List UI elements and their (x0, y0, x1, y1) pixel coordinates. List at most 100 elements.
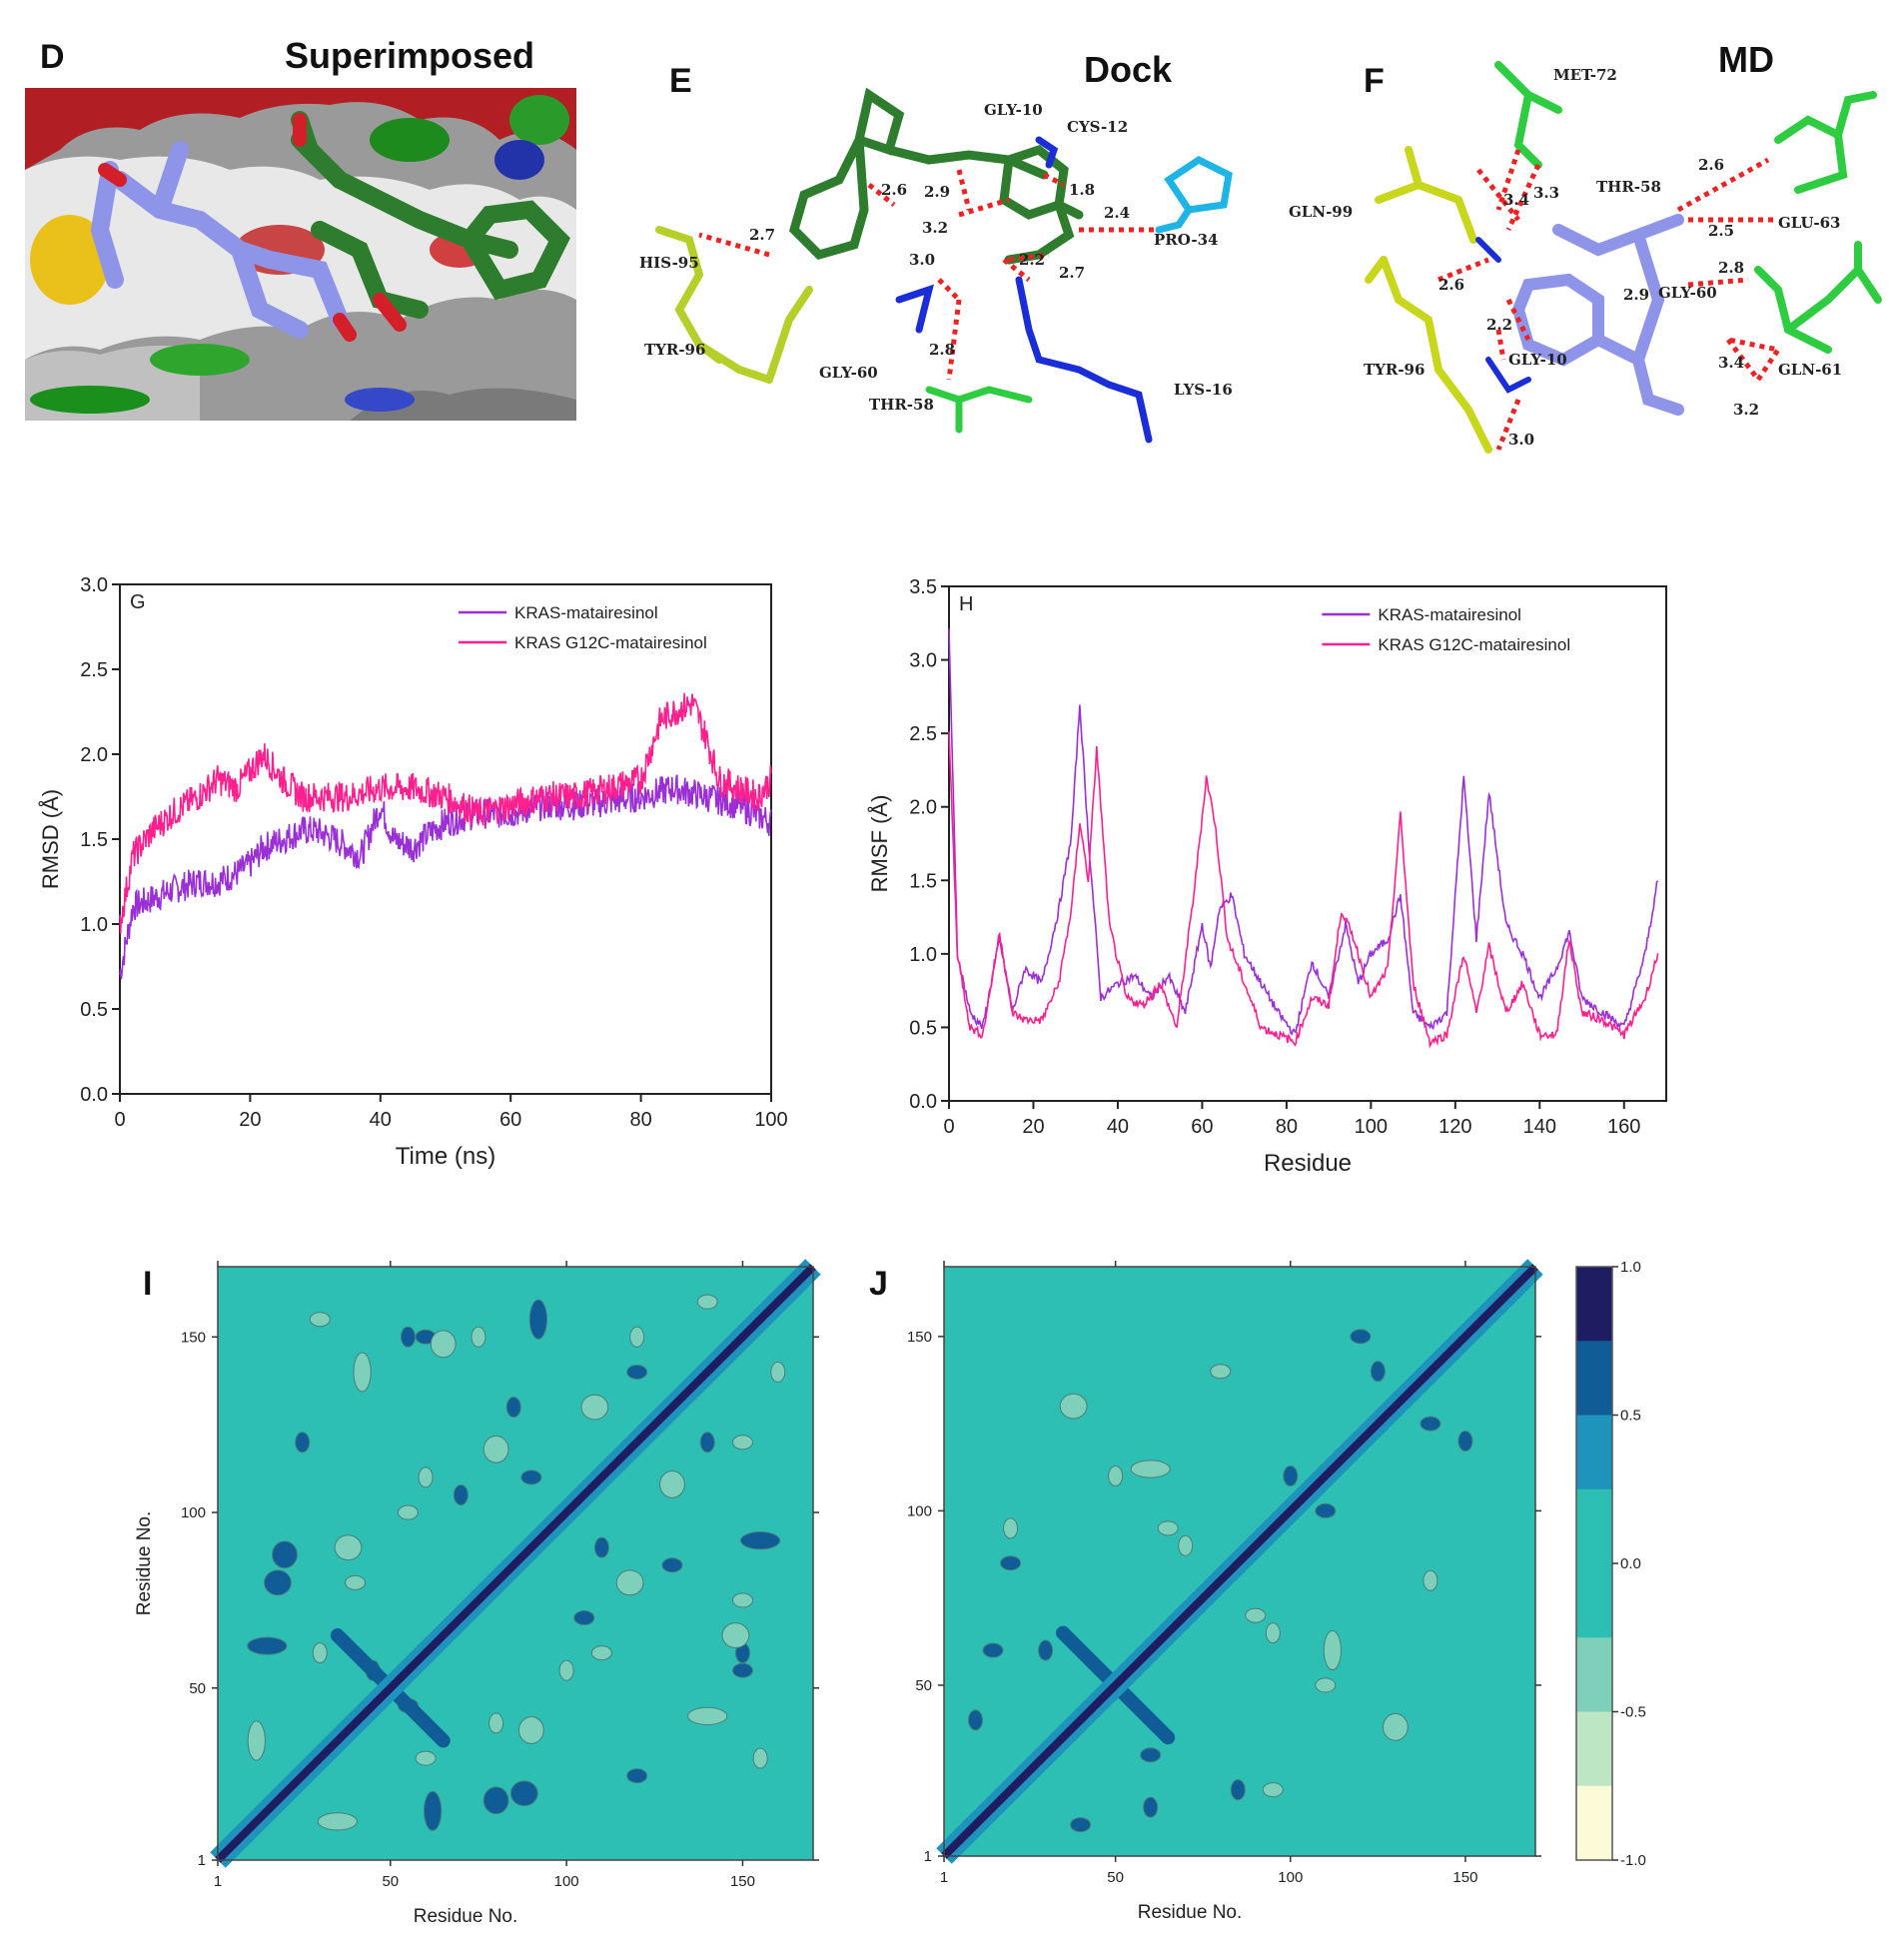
heatmap-frame (217, 1266, 814, 1861)
heatmap-cell (528, 1299, 548, 1340)
heatmap-cell (312, 1642, 328, 1664)
panel-letter: J (869, 1265, 888, 1303)
distance-label: 2.9 (1623, 286, 1649, 304)
series-line-kras-g12c (948, 731, 1659, 1049)
residue-label-gly60-f: GLY-60 (1658, 284, 1717, 302)
residue-label-pro34-e: PRO-34 (1154, 231, 1218, 249)
distance-label: 2.2 (1486, 316, 1512, 334)
residue-label-tyr96-e: TYR-96 (644, 341, 705, 359)
residue-label-gly60-e: GLY-60 (819, 364, 878, 382)
heatmap-frame (943, 1266, 1536, 1857)
heatmap-cell (1038, 1639, 1054, 1661)
heatmap-cell (1315, 1677, 1337, 1693)
heatmap-cell (1178, 1534, 1194, 1556)
heatmap-cell (1003, 1517, 1019, 1539)
panel-e: E Dock (639, 49, 1233, 444)
distance-label: 3.4 (1718, 354, 1744, 372)
heatmap-cell (1423, 1569, 1438, 1591)
heatmap-cell (731, 1592, 753, 1608)
y-tick-label: 150 (181, 1329, 206, 1346)
heatmap-cell (295, 1432, 311, 1454)
md-interaction-render: MET-72 GLN-99 THR-58 GLU-63 GLY-60 TYR-9… (1289, 61, 1882, 454)
x-tick-label: 40 (370, 1109, 392, 1131)
heatmap-cell (1315, 1502, 1337, 1518)
panel-letter: I (143, 1265, 152, 1303)
heatmap-cell (471, 1326, 486, 1348)
panel-title-d: Superimposed (285, 35, 534, 76)
x-tick-label: 1 (214, 1873, 222, 1890)
heatmap-cell (1000, 1555, 1022, 1571)
heatmap-cell (968, 1709, 984, 1731)
distance-label: 2.6 (1698, 156, 1724, 174)
residue-label-gln61-f: GLN-61 (1778, 361, 1842, 379)
y-tick-label: 3.0 (909, 650, 937, 672)
heatmap-cell (1070, 1817, 1092, 1833)
x-tick-label: 80 (1276, 1116, 1298, 1138)
heatmap-cell (721, 1622, 750, 1648)
colorbar-segment (1576, 1711, 1612, 1787)
colorbar: 1.0 0.5 0.0 -0.5 -1.0 (1575, 1259, 1646, 1869)
superimposed-render (25, 88, 576, 421)
heatmap-cell (334, 1534, 363, 1561)
distance-label: 2.7 (1059, 264, 1085, 282)
y-tick-label: 3.0 (80, 574, 108, 596)
panel-f: F MD (1289, 39, 1882, 454)
series-line-kras (119, 774, 772, 980)
distance-label: 2.8 (1718, 259, 1744, 277)
heatmap-cell (505, 1397, 521, 1419)
colorbar-segment (1576, 1563, 1612, 1638)
panel-letter: H (959, 593, 973, 615)
heatmap-cell (509, 1780, 538, 1807)
diagonal-line (941, 1264, 1538, 1859)
x-tick-label: 50 (1107, 1869, 1124, 1886)
heatmap-cell (1143, 1796, 1159, 1818)
y-tick-label: 100 (181, 1504, 206, 1521)
x-tick-label: 100 (1355, 1116, 1388, 1138)
panel-letter-d: D (40, 38, 65, 76)
y-tick-label: 1.5 (80, 829, 108, 851)
heatmap-cell (488, 1712, 504, 1734)
x-axis-label: Residue (1264, 1150, 1352, 1177)
x-tick-label: 150 (1452, 1869, 1477, 1886)
colorbar-segment (1576, 1267, 1612, 1342)
colorbar-tick-label: 1.0 (1620, 1259, 1641, 1276)
x-tick-label: 1 (940, 1869, 948, 1886)
heatmap-cell (1457, 1431, 1473, 1453)
distance-label: 2.2 (1019, 251, 1045, 269)
heatmap-cell (770, 1361, 786, 1383)
heatmap-cell (1157, 1520, 1179, 1536)
heatmap-cell (1130, 1460, 1171, 1478)
heatmap-cell (430, 1330, 457, 1359)
x-axis-label: Time (ns) (396, 1143, 495, 1170)
panel-letter: G (130, 591, 146, 613)
legend-label: KRAS-matairesinol (1378, 605, 1521, 624)
rmsd-chart: 0.0 0.5 1.0 1.5 2.0 2.5 3.0 0 20 40 60 80 100 Time (n… (38, 574, 788, 1170)
residue-label-his95-e: HIS-95 (639, 254, 699, 272)
heatmap-cell (1108, 1465, 1124, 1486)
heatmap-cell (309, 1312, 331, 1328)
heatmap-cell (573, 1609, 595, 1625)
colorbar-segment (1576, 1637, 1612, 1712)
y-tick-label: 1.0 (909, 944, 937, 966)
residue-label-lys16-e: LYS-16 (1174, 381, 1233, 399)
heatmap-cell (1382, 1712, 1409, 1741)
heatmap-cell (1370, 1361, 1386, 1383)
heatmap-cell (397, 1504, 419, 1520)
heatmap-cell (699, 1432, 715, 1454)
x-tick-label: 120 (1438, 1116, 1471, 1138)
heatmap-cell (1059, 1393, 1088, 1420)
x-tick-label: 160 (1607, 1116, 1640, 1138)
colorbar-tick-label: 0.0 (1620, 1555, 1641, 1572)
plot-frame (948, 585, 1667, 1102)
panel-title-e: Dock (1084, 49, 1173, 90)
heatmap-cell (659, 1470, 685, 1498)
residue-label-gly10-f: GLY-10 (1508, 351, 1567, 369)
docking-interaction-render: GLY-10 CYS-12 PRO-34 HIS-95 TYR-96 GLY-6… (639, 87, 1233, 444)
residue-label-gly10-e: GLY-10 (984, 101, 1043, 119)
heatmap-cell (629, 1326, 645, 1348)
distance-label: 3.2 (1733, 401, 1759, 419)
heatmap-cell (400, 1326, 416, 1348)
heatmap-cell (1262, 1782, 1284, 1798)
distance-label: 2.5 (1708, 222, 1734, 240)
